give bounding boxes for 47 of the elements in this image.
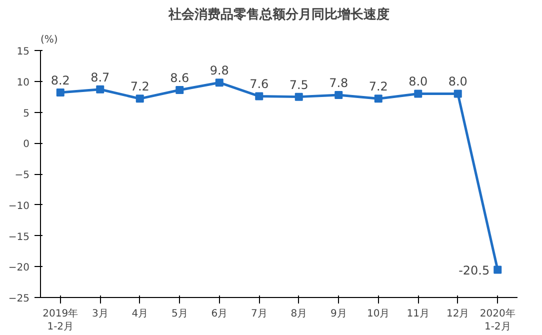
chart-title: 社会消费品零售总额分月同比增长速度 bbox=[168, 6, 390, 22]
x-tick-label: 2019年 1-2月 bbox=[42, 308, 78, 333]
point bbox=[136, 94, 144, 103]
x-tick-label: 7月 bbox=[250, 308, 268, 320]
x-tick-label: 3月 bbox=[92, 308, 108, 320]
y-tick-label: −10 bbox=[8, 200, 30, 212]
data-label: 7.2 bbox=[130, 80, 150, 94]
data-label: 8.7 bbox=[90, 70, 110, 84]
x-tick-label: 4月 bbox=[132, 308, 148, 320]
x-tick-label: 12月 bbox=[446, 308, 470, 320]
x-tick-label: 10月 bbox=[367, 308, 390, 320]
x-tick-label: 9月 bbox=[330, 308, 347, 320]
data-label: 7.2 bbox=[368, 80, 388, 94]
data-label: 8.0 bbox=[408, 74, 428, 89]
y-tick-label: 10 bbox=[16, 77, 30, 88]
point bbox=[56, 88, 64, 96]
y-tick-label: 5 bbox=[23, 108, 30, 120]
data-label: 8.2 bbox=[50, 73, 70, 88]
data-label: 9.8 bbox=[210, 64, 229, 78]
point bbox=[494, 266, 502, 274]
data-label: 7.6 bbox=[250, 77, 269, 92]
y-tick-label: −20 bbox=[8, 262, 30, 274]
x-tick-label: 5月 bbox=[171, 308, 188, 320]
point bbox=[215, 78, 224, 87]
data-label: 8.6 bbox=[170, 71, 190, 86]
point bbox=[294, 92, 303, 101]
point bbox=[255, 92, 264, 100]
y-tick-label: −5 bbox=[14, 170, 30, 181]
x-tick-label: 8月 bbox=[290, 308, 308, 320]
x-tick-label: 11月 bbox=[406, 308, 430, 320]
point bbox=[334, 90, 343, 99]
data-label: 8.0 bbox=[448, 74, 468, 89]
data-label: 7.5 bbox=[289, 78, 308, 92]
point bbox=[96, 85, 104, 94]
data-label: 7.8 bbox=[329, 76, 348, 90]
x-tick-label: 6月 bbox=[211, 308, 228, 320]
y-axis-title: (%) bbox=[40, 34, 58, 46]
y-tick-label: −15 bbox=[8, 232, 30, 243]
y-tick-label: 0 bbox=[23, 139, 30, 150]
point bbox=[454, 90, 462, 98]
y-tick-label: −25 bbox=[8, 294, 30, 304]
point bbox=[374, 94, 382, 103]
point bbox=[176, 86, 184, 94]
x-tick-label: 2020年 1-2月 bbox=[480, 308, 516, 333]
data-label: -20.5 bbox=[458, 264, 490, 278]
y-tick-label: 15 bbox=[16, 46, 30, 58]
point bbox=[414, 90, 422, 98]
